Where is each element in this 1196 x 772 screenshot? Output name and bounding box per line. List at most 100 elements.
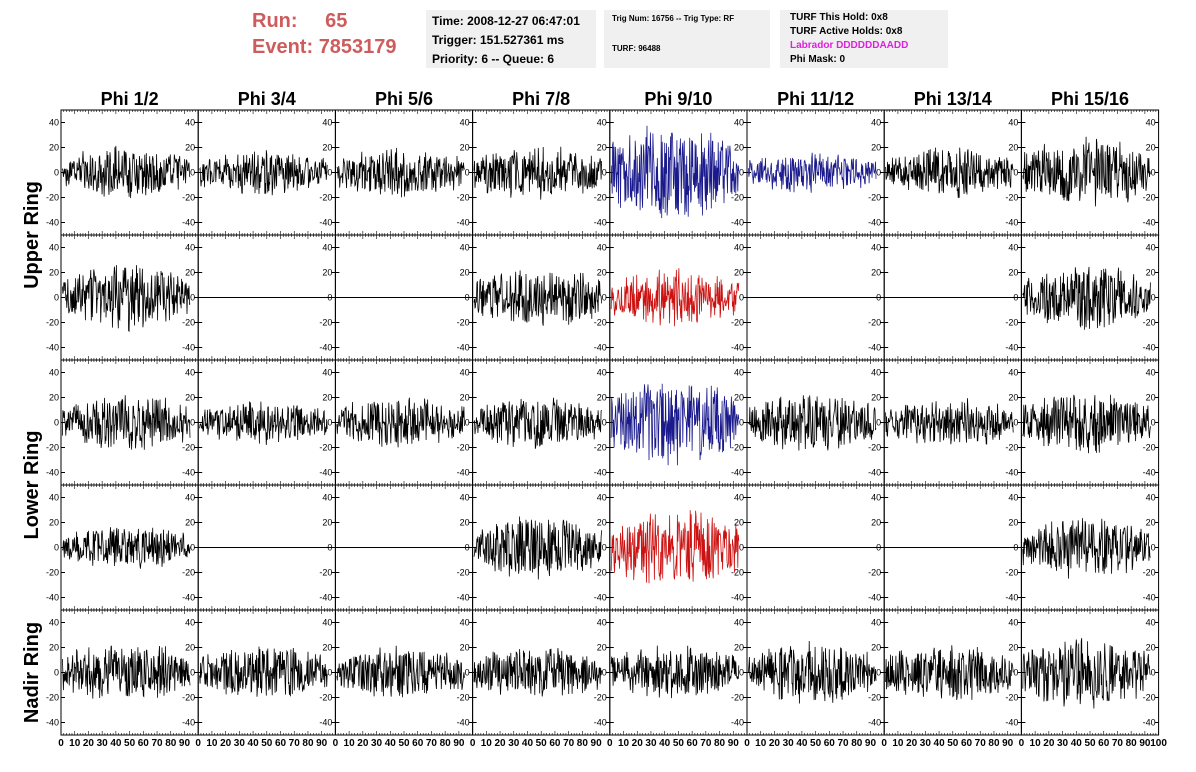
x-tick-label: 90: [1139, 738, 1151, 749]
y-tick-label: -20: [868, 568, 881, 578]
y-tick-label: -40: [868, 218, 881, 228]
y-tick-label: -40: [1005, 593, 1018, 603]
x-tick-label: 50: [810, 738, 822, 749]
x-tick-label: 50: [1084, 738, 1096, 749]
y-tick-label: -20: [46, 693, 59, 703]
x-tick-label: 0: [58, 738, 64, 749]
y-tick-label: 0: [876, 668, 881, 678]
x-tick-label: 90: [1002, 738, 1014, 749]
y-tick-label: -40: [46, 718, 59, 728]
y-tick-label: -40: [457, 218, 470, 228]
x-tick-label: 100: [1150, 738, 1167, 749]
x-tick-label: 20: [906, 738, 918, 749]
y-tick-label: 0: [465, 668, 470, 678]
waveform-trace: [748, 395, 877, 451]
waveform-trace: [610, 268, 740, 327]
row-group-title: Upper Ring: [21, 181, 43, 289]
x-tick-label: 30: [920, 738, 932, 749]
x-tick-label: 70: [151, 738, 163, 749]
x-tick-label: 70: [426, 738, 438, 749]
turf-active-line: TURF Active Holds: 0x8: [790, 26, 903, 37]
y-tick-label: -40: [46, 468, 59, 478]
y-tick-label: 20: [322, 143, 332, 153]
y-tick-label: 0: [327, 168, 332, 178]
x-tick-label: 10: [69, 738, 81, 749]
y-tick-label: -20: [457, 443, 470, 453]
x-tick-label: 10: [481, 738, 493, 749]
y-tick-label: -40: [182, 218, 195, 228]
y-tick-label: -40: [868, 718, 881, 728]
x-tick-label: 30: [97, 738, 109, 749]
column-title: Phi 1/2: [101, 89, 159, 109]
x-tick-label: 40: [385, 738, 397, 749]
y-tick-label: -40: [457, 468, 470, 478]
y-tick-label: -20: [731, 318, 744, 328]
x-tick-label: 30: [371, 738, 383, 749]
y-tick-label: 40: [871, 243, 881, 253]
y-tick-label: -20: [1143, 568, 1156, 578]
x-tick-label: 40: [934, 738, 946, 749]
y-tick-label: 0: [54, 293, 59, 303]
column-title: Phi 9/10: [644, 89, 712, 109]
y-tick-label: -20: [868, 193, 881, 203]
y-tick-label: -20: [1005, 568, 1018, 578]
y-tick-label: 40: [49, 493, 59, 503]
y-tick-label: -40: [46, 593, 59, 603]
y-tick-label: -40: [1143, 593, 1156, 603]
y-tick-label: 0: [1151, 543, 1156, 553]
y-tick-label: 20: [322, 518, 332, 528]
y-tick-label: 20: [185, 643, 195, 653]
y-tick-label: 0: [602, 543, 607, 553]
y-tick-label: -20: [46, 193, 59, 203]
y-tick-label: -20: [594, 568, 607, 578]
y-tick-label: -20: [868, 318, 881, 328]
column-title: Phi 7/8: [512, 89, 570, 109]
y-tick-label: 0: [54, 418, 59, 428]
x-tick-label: 20: [357, 738, 369, 749]
x-tick-label: 90: [865, 738, 877, 749]
y-tick-label: 40: [734, 243, 744, 253]
y-tick-label: 20: [460, 393, 470, 403]
y-tick-label: -20: [182, 193, 195, 203]
y-tick-label: 20: [185, 143, 195, 153]
y-tick-label: -40: [1143, 468, 1156, 478]
y-tick-label: -40: [731, 468, 744, 478]
y-tick-label: -20: [1143, 693, 1156, 703]
x-tick-label: 10: [206, 738, 218, 749]
x-tick-label: 90: [316, 738, 328, 749]
row-group-title: Nadir Ring: [21, 622, 43, 723]
x-tick-label: 70: [975, 738, 987, 749]
x-tick-label: 0: [195, 738, 201, 749]
y-tick-label: 20: [1008, 268, 1018, 278]
y-tick-label: 40: [734, 618, 744, 628]
column-title: Phi 3/4: [238, 89, 296, 109]
turf-line: TURF: 96488: [612, 44, 661, 53]
y-tick-label: 40: [185, 243, 195, 253]
waveform-trace: [748, 152, 877, 193]
y-tick-label: -20: [1143, 193, 1156, 203]
y-tick-label: -40: [457, 718, 470, 728]
y-tick-label: 20: [871, 518, 881, 528]
y-tick-label: -40: [594, 593, 607, 603]
waveform-trace: [473, 270, 602, 326]
y-tick-label: -20: [319, 693, 332, 703]
y-tick-label: 20: [1146, 393, 1156, 403]
y-tick-label: 40: [1008, 493, 1018, 503]
y-tick-label: -40: [182, 718, 195, 728]
y-tick-label: 20: [597, 268, 607, 278]
y-tick-label: 40: [734, 493, 744, 503]
x-tick-label: 60: [549, 738, 561, 749]
event-label: Event:: [252, 36, 314, 58]
x-tick-label: 0: [333, 738, 339, 749]
x-tick-label: 10: [618, 738, 630, 749]
y-tick-label: 40: [322, 118, 332, 128]
x-tick-label: 20: [769, 738, 781, 749]
time-line: Time: 2008-12-27 06:47:01: [432, 14, 580, 28]
priority-line: Priority: 6 -- Queue: 6: [432, 52, 555, 66]
y-tick-label: -20: [319, 193, 332, 203]
y-tick-label: 40: [460, 368, 470, 378]
y-tick-label: -40: [319, 468, 332, 478]
waveform-trace: [336, 147, 465, 198]
y-tick-label: 0: [602, 668, 607, 678]
x-tick-label: 70: [289, 738, 301, 749]
